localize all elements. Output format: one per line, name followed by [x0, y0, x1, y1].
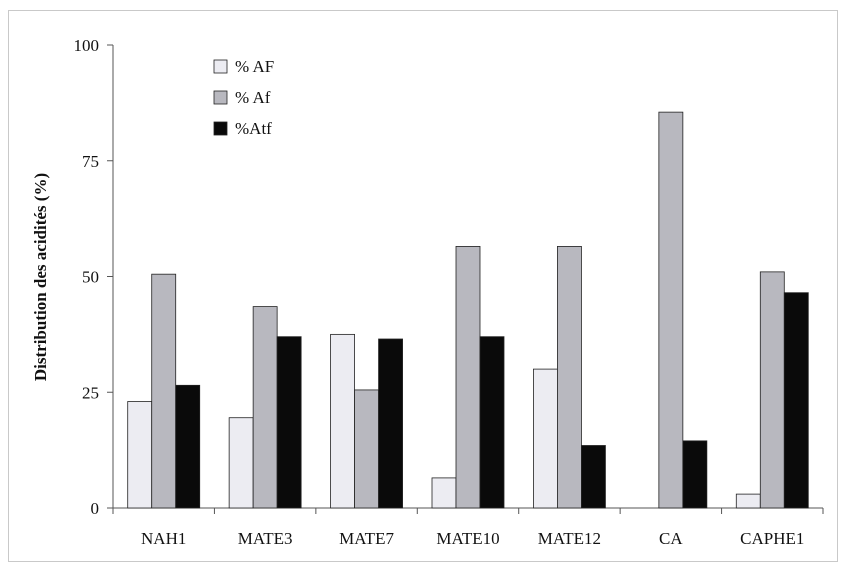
y-axis-title: Distribution des acidités (%)	[31, 173, 50, 381]
bar-af-mate3	[252, 306, 278, 509]
bar-atf-ca	[682, 440, 708, 509]
legend-swatch	[213, 121, 228, 136]
legend-label: % Af	[235, 88, 271, 107]
legend-swatch	[213, 90, 228, 105]
bar-af-mate10	[455, 246, 481, 509]
bar-af-ca	[658, 111, 684, 509]
y-tick-label: 0	[91, 499, 100, 518]
bar-af-mate3	[228, 417, 254, 509]
x-tick-label: MATE12	[538, 529, 601, 548]
bar-atf-nah1	[175, 384, 201, 509]
bar-af-caphe1	[735, 493, 761, 509]
x-tick-label: MATE3	[238, 529, 293, 548]
bar-atf-mate7	[378, 338, 403, 509]
legend: % AF % Af %Atf	[213, 57, 274, 138]
bar-af-mate7	[354, 389, 379, 509]
bar-af-nah1	[151, 273, 177, 509]
y-tick-label: 50	[82, 268, 99, 287]
bar-af-mate10	[431, 477, 457, 509]
x-tick-label: CAPHE1	[740, 529, 804, 548]
x-tick-label: MATE7	[339, 529, 394, 548]
bar-atf-mate10	[479, 336, 505, 509]
y-tick-label: 75	[82, 152, 99, 171]
bars	[127, 111, 809, 509]
bar-atf-caphe1	[783, 292, 809, 509]
x-tick-label: NAH1	[141, 529, 186, 548]
bar-af-mate7	[330, 333, 355, 509]
legend-label: % AF	[235, 57, 274, 76]
y-axis: 0 25 50 75 100	[74, 36, 114, 518]
bar-af-nah1	[127, 401, 153, 509]
bar-af-caphe1	[759, 271, 785, 509]
legend-swatch	[213, 59, 228, 74]
bar-atf-mate12	[581, 445, 606, 509]
y-tick-label: 100	[74, 36, 100, 55]
bar-af-mate12	[557, 246, 582, 509]
bar-af-mate12	[533, 368, 558, 509]
bar-atf-mate3	[276, 336, 302, 509]
x-tick-label: CA	[659, 529, 683, 548]
x-axis: NAH1 MATE3 MATE7 MATE10 MATE12 CA CAPHE1	[112, 507, 824, 548]
legend-label: %Atf	[235, 119, 272, 138]
x-tick-label: MATE10	[436, 529, 499, 548]
y-tick-label: 25	[82, 383, 99, 402]
